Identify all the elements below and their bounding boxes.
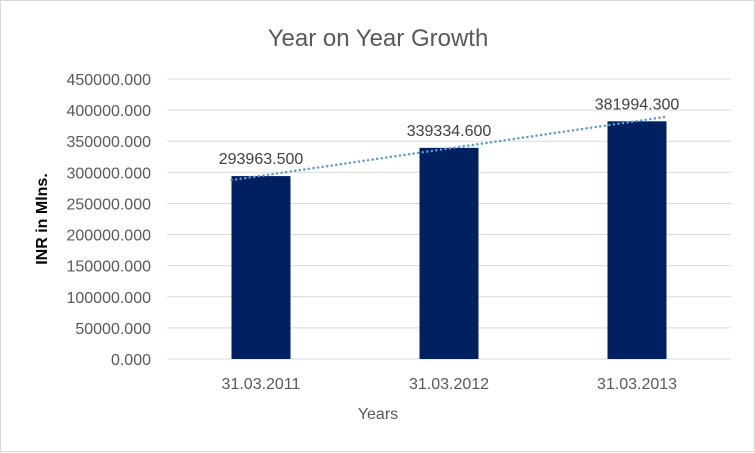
y-tick-label: 450000.000 <box>66 72 151 89</box>
data-labels: 293963.500 339334.600 381994.300 <box>219 96 680 168</box>
x-tick-label: 31.03.2013 <box>597 376 677 393</box>
y-axis-ticks: 0.000 50000.000 100000.000 150000.000 200000… <box>66 72 151 369</box>
data-label: 293963.500 <box>219 151 304 168</box>
y-tick-label: 50000.000 <box>75 321 151 338</box>
x-tick-label: 31.03.2012 <box>409 376 489 393</box>
data-label: 381994.300 <box>595 96 680 113</box>
trendline <box>230 115 668 182</box>
bar <box>231 176 291 359</box>
x-axis-ticks: 31.03.2011 31.03.2012 31.03.2013 <box>222 376 678 393</box>
y-tick-label: 400000.000 <box>66 103 151 120</box>
y-tick-label: 350000.000 <box>66 134 151 151</box>
bars <box>231 121 667 359</box>
chart-title: Year on Year Growth <box>268 25 489 52</box>
y-tick-label: 300000.000 <box>66 165 151 182</box>
y-tick-label: 200000.000 <box>66 228 151 245</box>
data-label: 339334.600 <box>407 123 492 140</box>
y-tick-label: 250000.000 <box>66 196 151 213</box>
y-tick-label: 100000.000 <box>66 290 151 307</box>
y-axis-label: INR in Mlns. <box>34 173 51 265</box>
y-tick-label: 150000.000 <box>66 259 151 276</box>
trendline-line <box>230 115 668 182</box>
bar <box>607 121 667 359</box>
bar <box>419 147 479 359</box>
x-tick-label: 31.03.2011 <box>222 376 301 393</box>
x-axis-label: Years <box>358 406 398 423</box>
y-tick-label: 0.000 <box>111 352 151 369</box>
